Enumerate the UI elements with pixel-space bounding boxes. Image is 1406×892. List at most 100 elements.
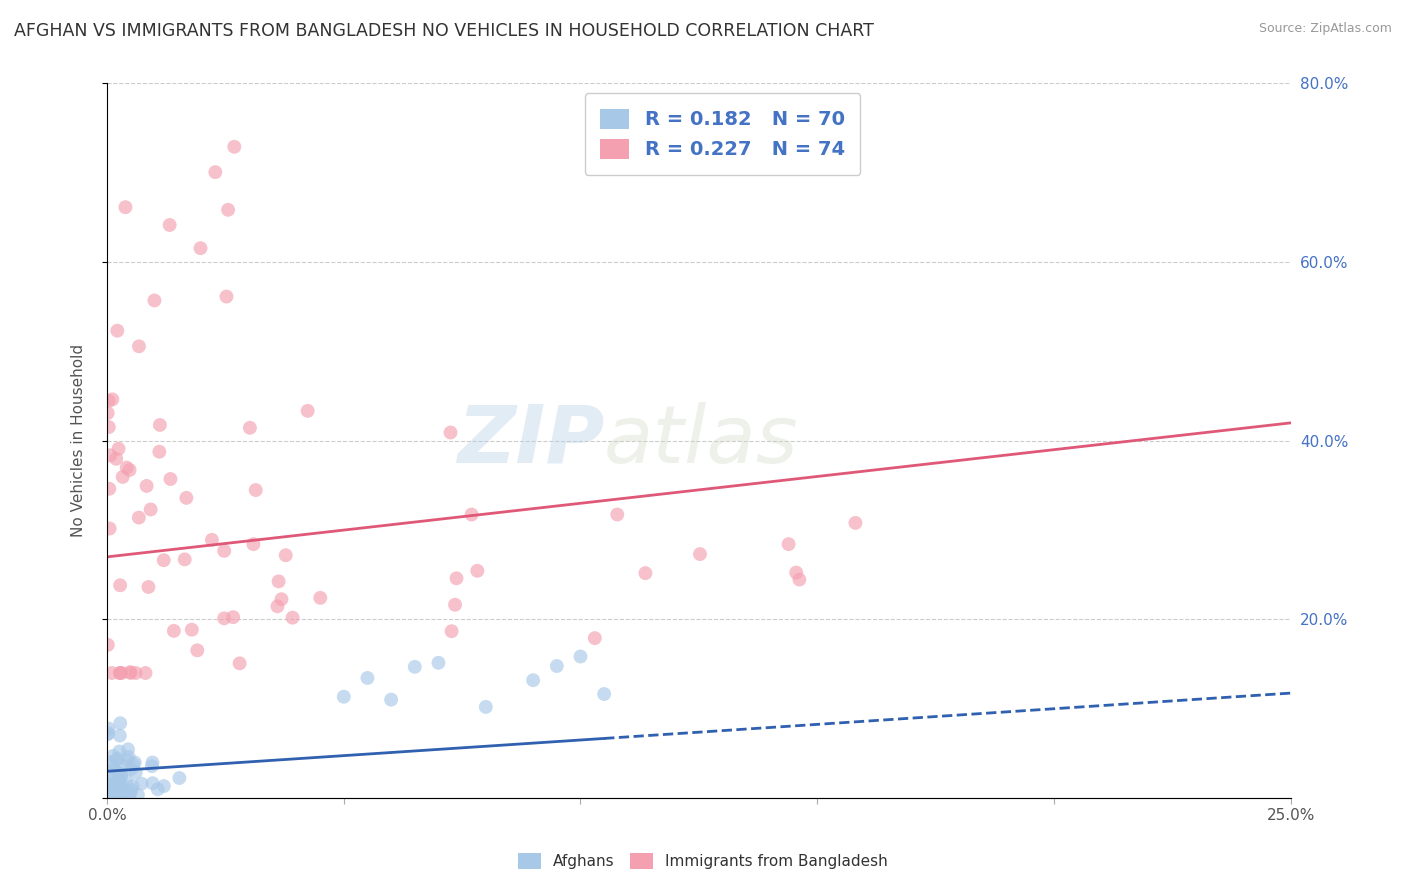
Point: [440, 624, 463, 639]
Point: [104, 784, 127, 798]
Point: [104, 781, 127, 796]
Point: [333, 690, 356, 704]
Point: [270, 592, 292, 607]
Point: [104, 789, 127, 804]
Point: [97, 777, 120, 791]
Point: [97, 393, 120, 408]
Point: [127, 788, 149, 802]
Point: [103, 761, 125, 775]
Point: [97, 726, 120, 740]
Point: [97, 638, 120, 652]
Point: [117, 742, 139, 756]
Point: [100, 789, 122, 804]
Point: [215, 289, 238, 303]
Point: [110, 770, 132, 784]
Point: [100, 665, 122, 680]
Point: [439, 425, 461, 440]
Point: [281, 610, 304, 624]
Point: [97, 722, 120, 736]
Point: [108, 729, 131, 743]
Point: [212, 544, 235, 558]
Point: [97, 420, 120, 434]
Point: [159, 218, 181, 232]
Point: [546, 659, 568, 673]
Point: [111, 785, 134, 799]
Point: [97, 406, 120, 420]
Point: [120, 665, 142, 679]
Point: [186, 643, 208, 657]
Point: [190, 241, 212, 255]
Point: [110, 767, 132, 781]
Point: [122, 757, 145, 772]
Text: atlas: atlas: [605, 401, 799, 480]
Point: [139, 502, 162, 516]
Point: [98, 522, 121, 536]
Text: ZIP: ZIP: [457, 401, 605, 480]
Point: [107, 777, 129, 791]
Point: [120, 665, 142, 680]
Point: [98, 448, 121, 462]
Point: [101, 748, 124, 763]
Point: [212, 611, 235, 625]
Point: [111, 757, 134, 772]
Point: [114, 787, 136, 801]
Point: [117, 750, 139, 764]
Point: [148, 444, 170, 458]
Point: [176, 491, 198, 505]
Point: [101, 392, 124, 407]
Point: [97, 788, 120, 802]
Point: [105, 782, 128, 797]
Point: [593, 687, 616, 701]
Point: [380, 692, 402, 706]
Point: [100, 788, 122, 802]
Point: [100, 755, 122, 769]
Legend: Afghans, Immigrants from Bangladesh: Afghans, Immigrants from Bangladesh: [512, 847, 894, 875]
Point: [98, 774, 121, 789]
Point: [108, 766, 131, 780]
Point: [98, 482, 121, 496]
Point: [143, 293, 166, 308]
Point: [110, 665, 132, 680]
Point: [96, 783, 118, 797]
Point: [96, 727, 118, 741]
Point: [103, 767, 125, 781]
Point: [274, 548, 297, 562]
Point: [101, 778, 124, 792]
Point: [224, 140, 246, 154]
Point: [141, 756, 163, 770]
Point: [107, 442, 129, 456]
Point: [204, 165, 226, 179]
Point: [120, 762, 142, 776]
Point: [228, 657, 250, 671]
Point: [128, 510, 150, 524]
Point: [117, 754, 139, 768]
Point: [105, 451, 128, 466]
Point: [266, 599, 288, 614]
Point: [245, 483, 267, 497]
Point: [475, 700, 498, 714]
Point: [107, 771, 129, 785]
Point: [104, 779, 127, 793]
Legend: R = 0.182   N = 70, R = 0.227   N = 74: R = 0.182 N = 70, R = 0.227 N = 74: [585, 93, 860, 175]
Point: [138, 580, 160, 594]
Point: [163, 624, 186, 638]
Point: [135, 665, 157, 680]
Point: [120, 782, 142, 797]
Point: [785, 566, 807, 580]
Point: [142, 776, 165, 790]
Point: [124, 665, 146, 680]
Point: [222, 610, 245, 624]
Point: [201, 533, 224, 547]
Point: [149, 417, 172, 432]
Point: [108, 578, 131, 592]
Point: [108, 665, 131, 680]
Point: [108, 744, 131, 758]
Point: [169, 771, 191, 785]
Point: [105, 324, 128, 338]
Text: Source: ZipAtlas.com: Source: ZipAtlas.com: [1258, 22, 1392, 36]
Point: [114, 200, 136, 214]
Point: [789, 573, 811, 587]
Point: [146, 782, 169, 797]
Point: [460, 508, 482, 522]
Point: [297, 404, 319, 418]
